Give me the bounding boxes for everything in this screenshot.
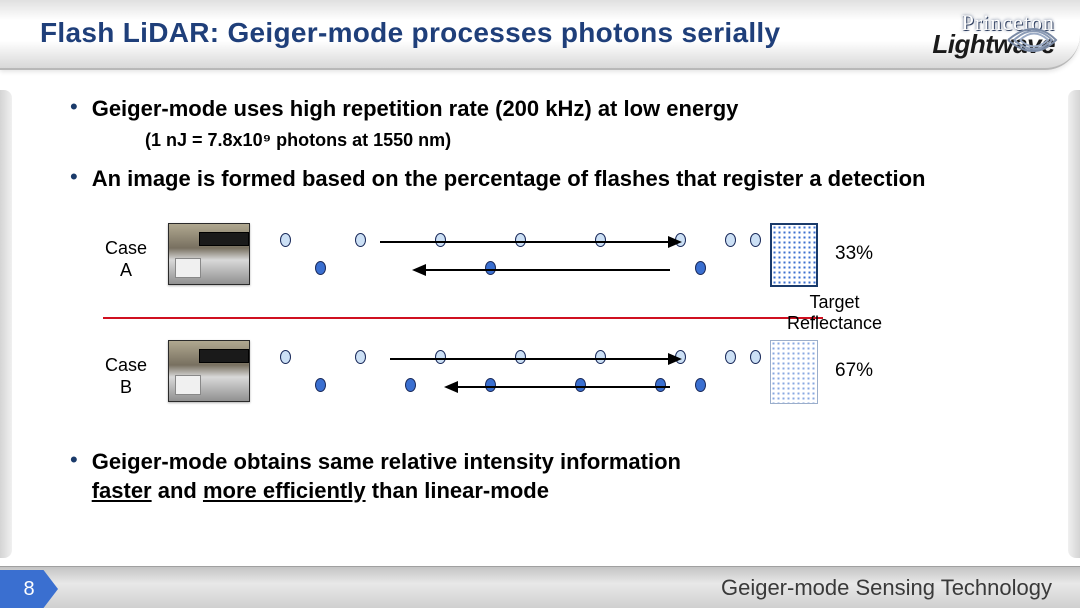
arrow-left-icon [412,264,426,276]
target-reflectance-label: Target Reflectance [787,292,882,333]
photon-return [655,378,666,392]
brand-logo: Princeton Lightwave [932,14,1055,56]
case-a-line1: Case [105,238,147,258]
bullet-1-sub: (1 nJ = 7.8x10⁹ photons at 1550 nm) [145,130,1020,151]
case-b-line1: Case [105,355,147,375]
bullet-3-text: Geiger-mode obtains same relative intens… [92,448,681,505]
case-a-line2: A [120,260,132,280]
photon-return [315,261,326,275]
photon-outgoing [355,233,366,247]
target-reflect-line2: Reflectance [787,313,882,333]
bullet-dot-icon: • [70,165,78,189]
photon-outgoing [750,350,761,364]
b3-mid: and [152,478,203,503]
logo-line2: Lightwave [932,33,1055,56]
arrow-right-icon [668,236,682,248]
b3-p1: Geiger-mode obtains same relative intens… [92,449,681,474]
photon-outgoing [725,350,736,364]
bullet-1-text: Geiger-mode uses high repetition rate (2… [92,95,739,124]
arrow-ret-line [424,269,670,271]
photon-return [405,378,416,392]
device-image-a [168,223,250,285]
arrow-right-icon [668,353,682,365]
diagram: Case A Case B 33% 67% Target Reflectance [100,205,980,430]
photon-outgoing [515,233,526,247]
target-a [770,223,818,287]
page-number: 8 [0,570,58,608]
side-rail-left [0,90,12,558]
case-b-line2: B [120,377,132,397]
target-b [770,340,818,404]
photon-outgoing [280,350,291,364]
b3-u2: more efficiently [203,478,366,503]
photon-outgoing [280,233,291,247]
bullet-2-text: An image is formed based on the percenta… [92,165,926,194]
bullet-dot-icon: • [70,95,78,119]
case-b-label: Case B [105,355,147,398]
photon-outgoing [355,350,366,364]
footer-band: 8 Geiger-mode Sensing Technology [0,566,1080,608]
header-band: Flash LiDAR: Geiger-mode processes photo… [0,0,1080,70]
pct-b: 67% [835,360,873,382]
slide-title: Flash LiDAR: Geiger-mode processes photo… [40,17,780,49]
photon-outgoing [725,233,736,247]
photon-return [575,378,586,392]
photon-outgoing [435,350,446,364]
footer-text: Geiger-mode Sensing Technology [721,575,1052,601]
side-rail-right [1068,90,1080,558]
photon-return [695,261,706,275]
bullet-1: • Geiger-mode uses high repetition rate … [60,95,1020,124]
target-reflect-line1: Target [810,292,860,312]
photon-outgoing [595,350,606,364]
photon-return [485,261,496,275]
photon-outgoing [750,233,761,247]
arrow-ret-line [456,386,670,388]
b3-u1: faster [92,478,152,503]
divider-line [103,317,823,319]
b3-end: than linear-mode [366,478,549,503]
arrow-out-line [390,358,670,360]
content-area: • Geiger-mode uses high repetition rate … [60,95,1020,199]
arrow-left-icon [444,381,458,393]
photon-outgoing [595,233,606,247]
case-a-label: Case A [105,238,147,281]
photon-outgoing [435,233,446,247]
conclusion-bullet: • Geiger-mode obtains same relative inte… [60,448,1020,511]
arrow-out-line [380,241,670,243]
device-image-b [168,340,250,402]
bullet-2: • An image is formed based on the percen… [60,165,1020,194]
pct-a: 33% [835,243,873,265]
photon-return [315,378,326,392]
photon-return [485,378,496,392]
photon-return [695,378,706,392]
photon-outgoing [515,350,526,364]
bullet-dot-icon: • [70,448,78,472]
